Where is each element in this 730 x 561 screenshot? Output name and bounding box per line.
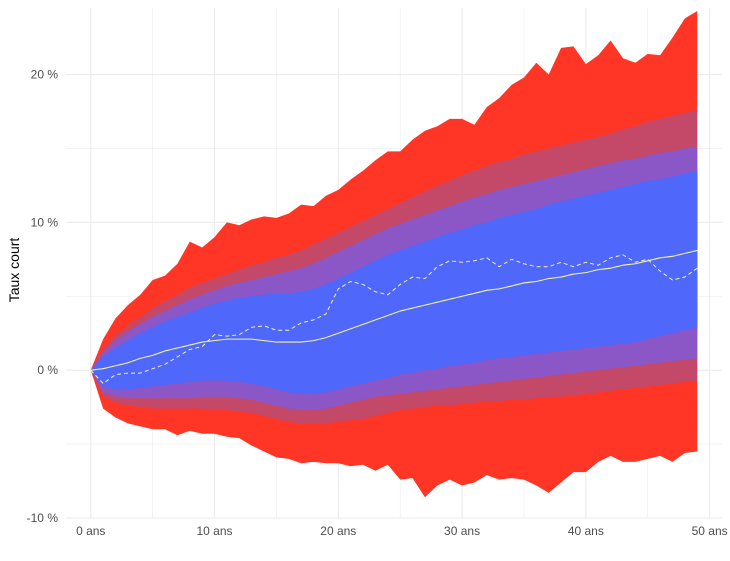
- sample-path-line: [90, 254, 698, 385]
- y-axis-title: Taux court: [6, 238, 22, 303]
- mean-line: [90, 249, 698, 371]
- band-core: [90, 170, 698, 394]
- x-tick-label: 40 ans: [568, 524, 604, 538]
- y-tick-label: 20 %: [31, 68, 59, 82]
- band-layer: [90, 10, 698, 498]
- x-tick-label: 10 ans: [197, 524, 233, 538]
- y-tick-label: -10 %: [27, 511, 59, 525]
- line-layer: [90, 249, 698, 385]
- x-tick-label: 50 ans: [692, 524, 728, 538]
- y-tick-label: 0 %: [37, 363, 58, 377]
- x-tick-label: 0 ans: [76, 524, 105, 538]
- y-tick-label: 10 %: [31, 215, 59, 229]
- x-tick-label: 30 ans: [444, 524, 480, 538]
- axis-layer: 0 ans 10 ans 20 ans 30 ans 40 ans 50 ans -10 %…: [27, 68, 728, 538]
- x-tick-label: 20 ans: [320, 524, 356, 538]
